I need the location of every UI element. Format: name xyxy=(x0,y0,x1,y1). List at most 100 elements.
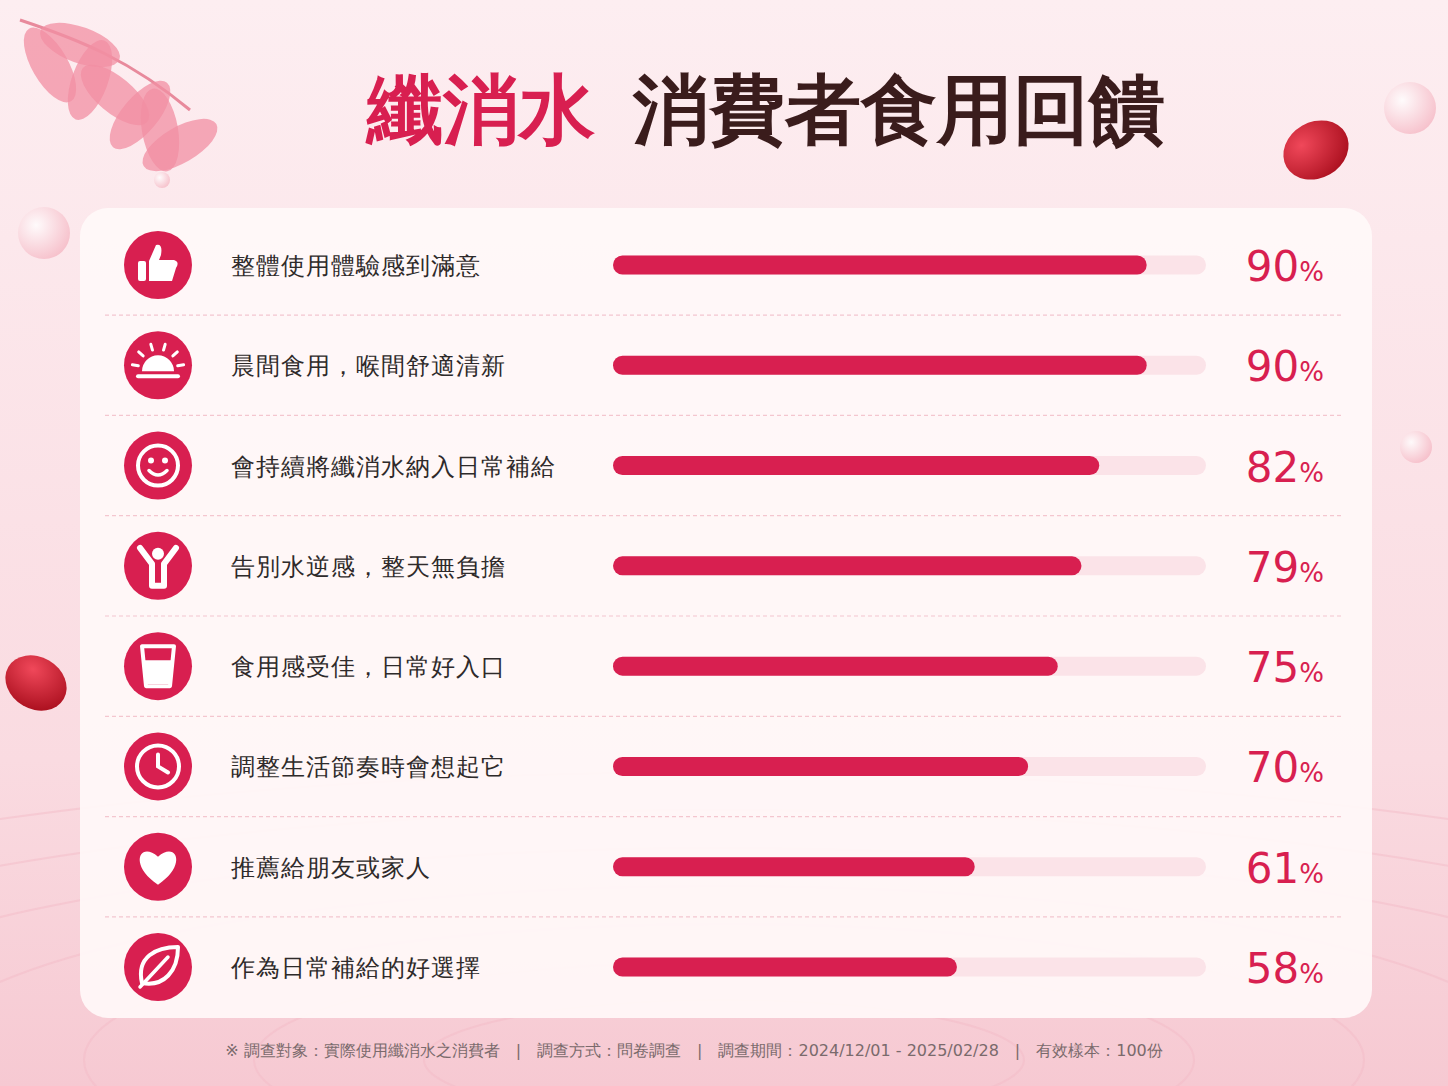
value-label: 75% xyxy=(1246,643,1324,692)
row-icon xyxy=(124,432,192,500)
bar-track xyxy=(613,556,1206,575)
category-label: 食用感受佳，日常好入口 xyxy=(231,653,506,681)
value-number: 70 xyxy=(1246,743,1299,792)
value-number: 82 xyxy=(1246,443,1299,492)
icon-shape xyxy=(162,458,168,464)
icon-shape xyxy=(164,344,166,350)
value-label: 79% xyxy=(1246,543,1324,592)
leaf xyxy=(34,14,125,77)
value-number: 90 xyxy=(1246,242,1299,291)
icon-shape xyxy=(149,245,178,281)
bar-track xyxy=(613,857,1206,876)
value-number: 61 xyxy=(1246,844,1299,893)
row-icon xyxy=(124,632,192,700)
row-icon xyxy=(124,732,192,800)
red-bean xyxy=(1273,109,1360,191)
bar xyxy=(613,857,975,876)
value-label: 61% xyxy=(1246,844,1324,893)
value-label: 90% xyxy=(1246,242,1324,291)
icon-shape xyxy=(151,344,153,350)
bar xyxy=(613,958,957,977)
leaf xyxy=(135,108,226,181)
value-unit: % xyxy=(1299,257,1324,287)
bar-track xyxy=(613,356,1206,375)
bar-track xyxy=(613,757,1206,776)
labels: 整體使用體驗感到滿意90%晨間食用，喉間舒適清新90%會持續將纖消水納入日常補給… xyxy=(230,242,1324,993)
icon-circle xyxy=(124,833,192,901)
value-number: 90 xyxy=(1246,342,1299,391)
icon-shape xyxy=(144,660,172,684)
value-label: 58% xyxy=(1246,944,1324,993)
icon-shape xyxy=(140,957,168,987)
category-label: 作為日常補給的好選擇 xyxy=(230,954,481,982)
category-label: 整體使用體驗感到滿意 xyxy=(231,252,481,280)
icon-shape xyxy=(139,352,143,356)
icon-shape xyxy=(132,365,138,366)
category-label: 調整生活節奏時會想起它 xyxy=(231,753,506,781)
row-icon xyxy=(124,833,192,901)
value-unit: % xyxy=(1299,859,1324,889)
value-label: 82% xyxy=(1246,443,1324,492)
icon-circle xyxy=(124,632,192,700)
title-part: 消費者食用回饋 xyxy=(595,65,1165,154)
icon-shape xyxy=(140,548,176,586)
category-label: 推薦給朋友或家人 xyxy=(231,854,431,882)
icon-circle xyxy=(124,432,192,500)
value-unit: % xyxy=(1299,558,1324,588)
icon-shape xyxy=(173,352,177,356)
icon-circle xyxy=(124,732,192,800)
icon-circle xyxy=(124,231,192,299)
bar-track xyxy=(613,256,1206,275)
background xyxy=(0,0,1448,1086)
row-divider xyxy=(105,315,1342,316)
icon-shape xyxy=(149,471,167,476)
row-divider xyxy=(105,415,1342,416)
category-label: 告別水逆感，整天無負擔 xyxy=(231,553,506,581)
icon-shape xyxy=(142,646,174,686)
icon-shape xyxy=(137,745,179,787)
icon-shape xyxy=(138,261,146,281)
icon-shape xyxy=(142,355,174,371)
value-unit: % xyxy=(1299,458,1324,488)
bar xyxy=(613,256,1147,275)
value-unit: % xyxy=(1299,357,1324,387)
pearl xyxy=(18,207,70,259)
row-divider xyxy=(105,615,1342,616)
row-icon xyxy=(124,231,192,299)
bar xyxy=(613,356,1147,375)
chart-svg: 纖消水 消費者食用回饋整體使用體驗感到滿意90%晨間食用，喉間舒適清新90%會持… xyxy=(0,0,1448,1086)
icon-shape xyxy=(136,374,180,378)
value-unit: % xyxy=(1299,959,1324,989)
row-icon xyxy=(124,933,192,1001)
icon-circle xyxy=(124,532,192,600)
row-icon xyxy=(124,532,192,600)
bar-track xyxy=(613,958,1206,977)
value-unit: % xyxy=(1299,758,1324,788)
title-part: 纖消水 xyxy=(365,65,595,154)
value-label: 90% xyxy=(1246,342,1324,391)
row-divider xyxy=(105,716,1342,717)
icon-shape xyxy=(178,365,184,366)
icon-shape xyxy=(140,851,177,884)
bar-track xyxy=(613,456,1206,475)
value-unit: % xyxy=(1299,658,1324,688)
icon-shape xyxy=(152,548,164,560)
icon-shape xyxy=(148,458,154,464)
icon-shape xyxy=(138,446,178,486)
bar xyxy=(613,556,1081,575)
bar-track xyxy=(613,657,1206,676)
bars xyxy=(613,256,1147,977)
row-divider xyxy=(105,515,1342,516)
row-icon xyxy=(124,331,192,399)
row-divider xyxy=(105,916,1342,917)
title: 纖消水 消費者食用回饋 xyxy=(365,65,1165,154)
red-bean xyxy=(0,644,77,721)
bar-tracks xyxy=(613,256,1206,977)
row-divider xyxy=(105,816,1342,817)
bar xyxy=(613,456,1099,475)
icon-circle xyxy=(124,933,192,1001)
footnote: ※ 調查對象：實際使用纖消水之消費者 | 調查方式：問卷調查 | 調查期間：20… xyxy=(225,1041,1163,1060)
bar xyxy=(613,757,1028,776)
chart-root: 纖消水 消費者食用回饋整體使用體驗感到滿意90%晨間食用，喉間舒適清新90%會持… xyxy=(0,0,1448,1086)
pearl xyxy=(1400,431,1432,463)
